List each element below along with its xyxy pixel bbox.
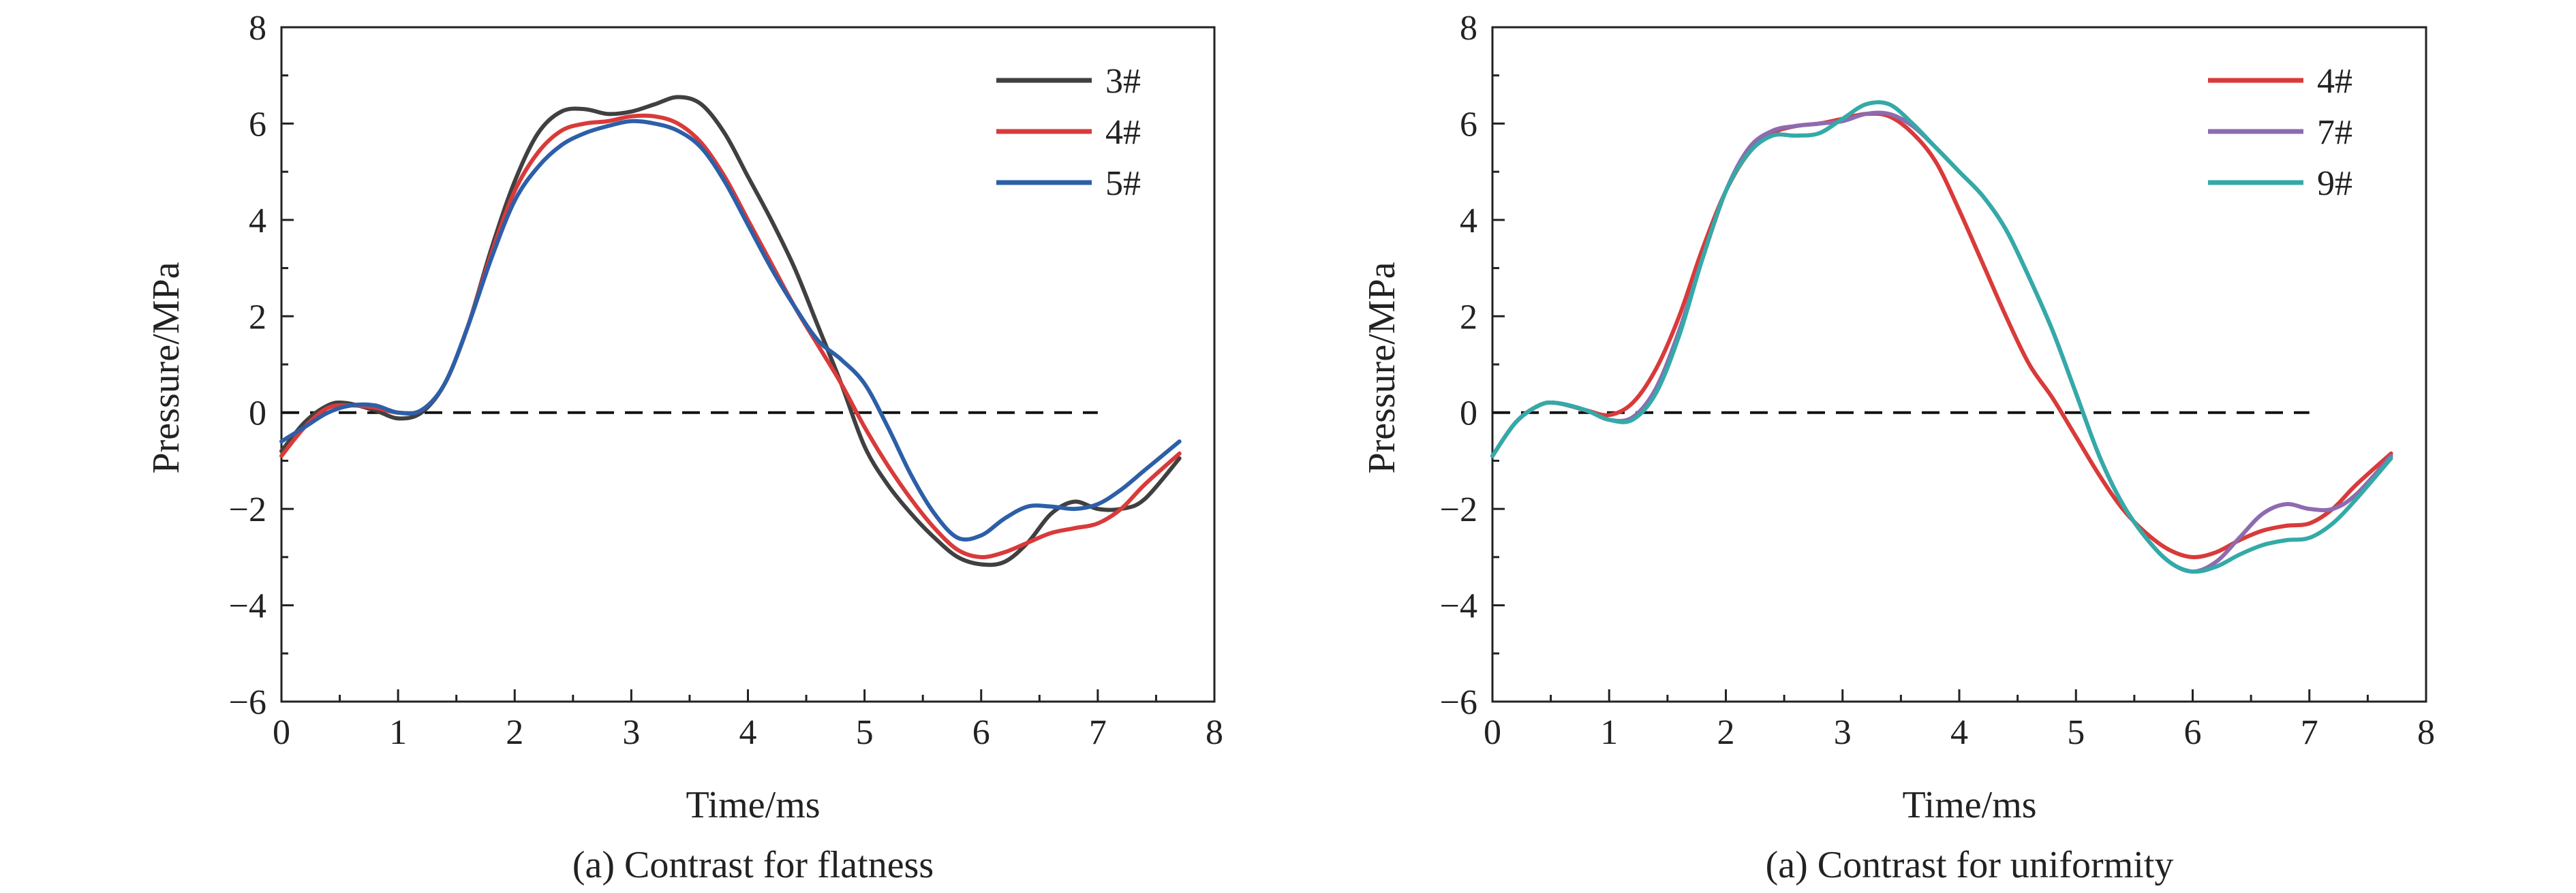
legend-label: 7# [2317,113,2352,152]
y-tick-label: 8 [249,9,266,48]
legend: 3# 4# 5# [996,62,1141,203]
y-tick-label: 2 [1460,298,1477,336]
x-tick-label: 3 [622,713,640,752]
y-tick-label: −2 [1440,490,1477,529]
legend-label: 9# [2317,164,2352,203]
x-tick-label: 6 [972,713,990,752]
x-tick-label: 8 [2417,713,2435,752]
series-line-9# [1490,100,2393,574]
y-tick-label: 0 [249,394,266,433]
legend-label: 3# [1105,62,1141,101]
y-tick-label: −4 [229,587,266,626]
y-tick-label: −6 [229,683,266,722]
x-tick-label: 4 [1950,713,1968,752]
x-tick-label: 0 [1484,713,1501,752]
y-tick-label: −4 [1440,587,1477,626]
x-axis-title: Time/ms [1902,784,2036,826]
legend: 4# 7# 9# [2208,62,2352,203]
panel-flatness: Time/ms Pressure/MPa (a) Contrast for fl… [145,9,1223,886]
panel-uniformity: Time/ms Pressure/MPa (a) Contrast for un… [1361,9,2435,886]
x-tick-label: 4 [739,713,757,752]
series-line-5# [279,119,1182,542]
x-tick-label: 0 [273,713,290,752]
series-line-3# [279,95,1182,567]
y-tick-label: 2 [249,298,266,336]
x-tick-label: 7 [1089,713,1107,752]
x-tick-label: 2 [506,713,523,752]
x-tick-label: 6 [2184,713,2202,752]
legend-label: 4# [1105,113,1141,152]
y-tick-label: −6 [1440,683,1477,722]
series-line-4# [1490,111,2393,559]
x-tick-label: 1 [1600,713,1618,752]
y-tick-label: 6 [1460,105,1477,144]
plot-frame [1491,26,2427,703]
x-tick-label: 1 [389,713,407,752]
y-tick-label: 8 [1460,9,1477,48]
y-tick-label: 4 [1460,202,1477,240]
x-tick-label: 5 [856,713,874,752]
x-axis-title: Time/ms [686,784,820,826]
plot-frame [280,26,1216,703]
y-tick-label: −2 [229,490,266,529]
panel-caption: (a) Contrast for uniformity [1766,844,2174,886]
y-tick-label: 6 [249,105,266,144]
legend-label: 4# [2317,62,2352,101]
x-tick-label: 2 [1717,713,1735,752]
y-tick-label: 0 [1460,394,1477,433]
panel-caption: (a) Contrast for flatness [572,844,934,886]
y-axis-title: Pressure/MPa [145,262,187,473]
y-axis-title: Pressure/MPa [1361,262,1403,473]
legend-label: 5# [1105,164,1141,203]
y-tick-label: 4 [249,202,266,240]
x-tick-label: 5 [2067,713,2085,752]
x-tick-label: 8 [1206,713,1223,752]
x-tick-label: 3 [1834,713,1852,752]
x-tick-label: 7 [2301,713,2318,752]
